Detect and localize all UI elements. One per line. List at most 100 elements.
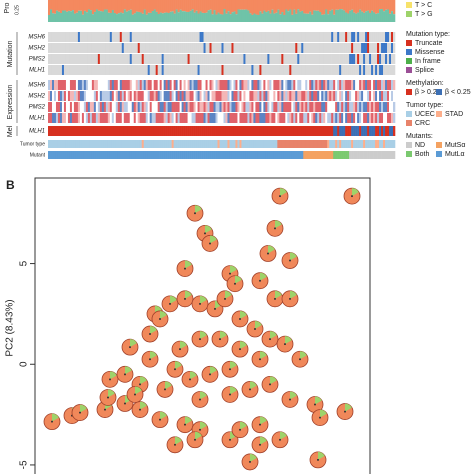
heat-cell [299,126,302,136]
track-cell [181,151,184,159]
heat-cell [99,65,103,75]
heat-cell [203,102,206,112]
legend-label: UCEC [415,111,435,118]
heat-cell [251,54,254,64]
heat-cell [339,54,342,64]
prop-bar [123,9,127,22]
track-cell [309,151,312,159]
heat-cell [225,32,228,42]
pie-slice [135,386,142,395]
heat-cell [291,32,294,42]
pie-center [199,398,201,401]
prop-bar [123,0,127,10]
prop-bar [355,13,358,22]
heat-cell [217,80,220,90]
heat-cell [153,65,156,75]
heat-cell [363,54,366,64]
heat-cell [189,65,192,75]
heat-cell [377,91,380,101]
heat-cell [299,113,302,123]
prop-bar [63,0,67,11]
heat-cell [57,80,61,90]
prop-bar [107,12,111,22]
heat-cell [117,91,121,101]
heat-cell [319,80,322,90]
prop-bar [133,0,137,14]
heat-cell [139,80,143,90]
heat-cell [63,102,67,112]
track-cell [209,151,212,159]
heat-cell [237,54,240,64]
heat-cell [161,43,164,53]
heat-cell [311,32,314,42]
heat-cell [55,54,59,64]
track-cell [77,140,81,148]
heat-cell [69,54,73,64]
heat-cell [197,113,200,123]
heat-cell [251,102,254,112]
heat-cell [93,80,97,90]
heat-cell [279,65,282,75]
track-cell [63,151,67,159]
prop-bar [291,0,294,15]
heat-cell [273,43,276,53]
track-cell [179,151,182,159]
heat-cell [167,91,170,101]
heat-cell [125,113,129,123]
heat-cell [111,32,115,42]
heat-cell [243,126,246,136]
track-cell [247,151,250,159]
prop-bar [141,13,145,22]
pie-slice [280,188,287,197]
heat-cell [53,80,57,90]
heat-cell [93,54,97,64]
heat-cell [191,54,194,64]
heat-cell [83,80,87,90]
prop-bar [135,11,139,22]
track-cell [75,140,79,148]
heat-cell [301,80,304,90]
pie-slice [195,431,202,440]
heat-cell [181,65,184,75]
heat-cell [121,32,125,42]
heat-cell [175,43,178,53]
pie-point [343,187,361,205]
heat-cell [179,113,182,123]
prop-bar [95,0,99,10]
heat-cell [265,32,268,42]
heat-cell [193,54,196,64]
heat-cell [67,43,71,53]
prop-bar [355,0,358,14]
heat-cell [99,80,103,90]
heat-cell [197,65,200,75]
track-cell [197,151,200,159]
pie-center [139,383,141,386]
prop-bar [309,11,312,22]
heat-cell [343,102,346,112]
heat-cell [357,126,360,136]
heat-cell [259,102,262,112]
prop-tick: 0.25 [14,5,20,15]
heat-cell [85,32,89,42]
heat-cell [265,91,268,101]
heat-cell [101,91,105,101]
heat-cell [387,65,390,75]
heat-cell [337,91,340,101]
pie-center [209,373,211,376]
heat-cell [99,54,103,64]
heat-cell [235,43,238,53]
heat-cell [377,43,380,53]
prop-bar [241,0,244,10]
heat-cell [153,43,156,53]
heat-cell [301,126,304,136]
heat-cell [191,91,194,101]
heat-cell [145,65,149,75]
heat-cell [297,43,300,53]
heat-cell [187,32,190,42]
track-cell [353,151,356,159]
heat-cell [231,126,234,136]
prop-bar [361,0,364,12]
heat-cell [213,32,216,42]
heat-cell [287,43,290,53]
heat-cell [265,113,268,123]
